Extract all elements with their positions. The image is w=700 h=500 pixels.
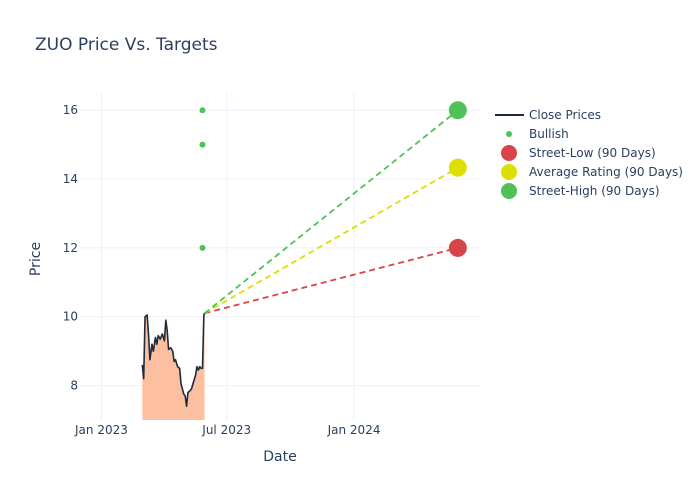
plot-lines (141, 109, 459, 408)
plot-markers (199, 101, 467, 257)
close-price-area (142, 313, 205, 420)
legend-label: Street-Low (90 Days) (529, 146, 656, 160)
target-marker (448, 158, 467, 177)
y-axis-ticks: 8 10 12 14 16 (63, 103, 78, 392)
target-line (204, 166, 459, 315)
legend-item[interactable]: Average Rating (90 Days) (501, 164, 683, 180)
x-axis-ticks: Jan 2023 Jul 2023 Jan 2024 (74, 423, 380, 437)
x-tick-label: Jan 2023 (74, 423, 128, 437)
legend-label: Average Rating (90 Days) (529, 165, 683, 179)
target-line (204, 109, 459, 314)
legend-label: Bullish (529, 127, 569, 141)
price-area (142, 313, 205, 420)
legend-item[interactable]: Close Prices (495, 108, 601, 122)
legend-item[interactable]: Street-Low (90 Days) (501, 145, 656, 161)
bullish-marker (199, 141, 206, 148)
target-marker (448, 101, 467, 120)
y-tick-label: 12 (63, 241, 78, 255)
grid-lines (80, 93, 480, 420)
legend-item[interactable]: Street-High (90 Days) (501, 183, 660, 199)
legend-label: Close Prices (529, 108, 601, 122)
bullish-marker (199, 244, 206, 251)
x-axis-title: Date (263, 449, 296, 465)
legend-label: Street-High (90 Days) (529, 184, 660, 198)
target-line (204, 247, 459, 315)
legend-dot-symbol (506, 131, 512, 137)
close-price-line (141, 312, 206, 408)
y-tick-label: 8 (70, 379, 78, 393)
target-marker (448, 238, 467, 257)
x-tick-label: Jul 2023 (201, 423, 251, 437)
legend-circle-symbol (501, 183, 517, 199)
y-tick-label: 14 (63, 172, 78, 186)
legend-item[interactable]: Bullish (506, 127, 569, 141)
legend[interactable]: Close Prices Bullish Street-Low (90 Days) A… (495, 108, 683, 199)
y-tick-label: 10 (63, 310, 78, 324)
legend-circle-symbol (501, 164, 517, 180)
bullish-marker (199, 107, 206, 114)
y-axis-title: Price (28, 242, 44, 276)
y-tick-label: 16 (63, 103, 78, 117)
legend-circle-symbol (501, 145, 517, 161)
chart-title: ZUO Price Vs. Targets (35, 35, 218, 55)
x-tick-label: Jan 2024 (327, 423, 381, 437)
